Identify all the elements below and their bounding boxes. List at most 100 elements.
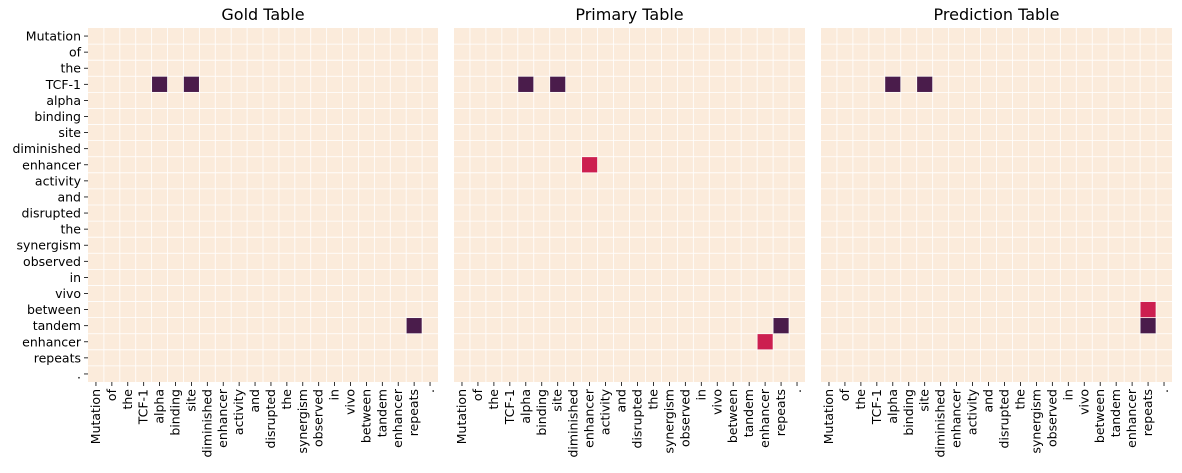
x-tick-label: between <box>358 389 373 443</box>
x-tick-label: synergism <box>661 389 676 454</box>
x-tick-label: enhancer <box>215 388 230 448</box>
x-tick-label: observed <box>1044 389 1059 447</box>
heatmap-cell-label-1 <box>183 76 199 92</box>
x-tick-label: . <box>1156 389 1171 393</box>
x-tick-label: between <box>725 389 740 443</box>
x-tick-label: enhancer <box>390 388 405 448</box>
x-tick-label: synergism <box>1028 389 1043 454</box>
x-tick-label: repeats <box>406 389 421 436</box>
y-tick-label: site <box>58 125 81 140</box>
x-tick-label: disrupted <box>996 389 1011 448</box>
x-tick-label: of <box>470 388 485 401</box>
x-tick-label: Mutation <box>454 389 469 444</box>
x-tick-label: diminished <box>933 389 948 458</box>
x-tick-label: site <box>183 389 198 412</box>
heatmap-cell-label-1 <box>773 318 789 334</box>
x-tick-label: observed <box>311 389 326 447</box>
x-tick-label: binding <box>534 389 549 436</box>
x-tick-label: activity <box>965 388 980 435</box>
x-tick-label: the <box>645 389 660 410</box>
y-tick-label: synergism <box>16 238 81 253</box>
heatmap-cell-label-1 <box>518 76 534 92</box>
x-tick-label: binding <box>168 389 183 436</box>
x-tick-label: site <box>917 389 932 412</box>
x-tick-label: vivo <box>709 389 724 415</box>
y-tick-label: tandem <box>33 318 81 333</box>
y-tick-label: in <box>70 270 81 285</box>
x-tick-label: of <box>104 388 119 401</box>
y-tick-label: activity <box>35 173 82 188</box>
x-tick-label: vivo <box>1076 389 1091 415</box>
heatmap-cell-label-1 <box>406 318 422 334</box>
heatmap-cell-label-1 <box>152 76 168 92</box>
x-tick-label: synergism <box>295 389 310 454</box>
x-tick-label: tandem <box>741 389 756 437</box>
y-tick-label: the <box>60 61 81 76</box>
x-tick-label: tandem <box>1108 389 1123 437</box>
y-tick-label: TCF-1 <box>45 77 81 92</box>
x-tick-label: between <box>1092 389 1107 443</box>
y-tick-label: Mutation <box>26 29 81 44</box>
heatmap-cell-label-1 <box>917 76 933 92</box>
heatmap-cell-label-2 <box>1140 301 1156 318</box>
x-tick-label: alpha <box>885 389 900 424</box>
y-tick-label: and <box>57 189 81 204</box>
x-tick-label: enhancer <box>582 388 597 448</box>
x-tick-label: in <box>1060 389 1075 400</box>
heatmap-cell-label-2 <box>757 334 773 350</box>
y-tick-label: disrupted <box>22 206 81 221</box>
x-tick-label: the <box>1012 389 1027 410</box>
x-tick-label: vivo <box>343 389 358 415</box>
y-tick-label: observed <box>23 254 81 269</box>
x-tick-label: disrupted <box>263 389 278 448</box>
x-tick-label: enhancer <box>949 388 964 448</box>
x-tick-label: Mutation <box>821 389 836 444</box>
y-tick-label: diminished <box>12 141 81 156</box>
prediction-table-panel: Prediction Table Mutation of the TCF-1 alpha… <box>821 5 1172 458</box>
x-tick-label: and <box>981 389 996 413</box>
y-tick-label: the <box>60 222 81 237</box>
x-tick-label: diminished <box>566 389 581 458</box>
y-tick-label: vivo <box>55 286 81 301</box>
x-tick-label: the <box>853 389 868 410</box>
y-tick-label: of <box>69 45 82 60</box>
heatmap-cell-label-1 <box>885 76 901 92</box>
x-tick-label: diminished <box>199 389 214 458</box>
primary-table-title: Primary Table <box>575 5 683 24</box>
primary-table-panel: Primary Table Mutation of the TCF-1 alpha bin… <box>454 5 805 458</box>
y-tick-label: repeats <box>34 350 81 365</box>
gold-table-title: Gold Table <box>221 5 304 24</box>
x-tick-label: TCF-1 <box>136 389 151 425</box>
y-tick-label: binding <box>34 109 81 124</box>
x-tick-label: the <box>486 389 501 410</box>
x-tick-label: enhancer <box>757 388 772 448</box>
x-tick-label: activity <box>231 388 246 435</box>
y-tick-label: alpha <box>46 93 81 108</box>
x-tick-label: and <box>247 389 262 413</box>
x-tick-label: tandem <box>374 389 389 437</box>
x-tick-label: enhancer <box>1124 388 1139 448</box>
x-tick-label: binding <box>901 389 916 436</box>
heatmap-cell-label-1 <box>550 76 566 92</box>
x-tick-label: alpha <box>518 389 533 424</box>
x-tick-label: the <box>279 389 294 410</box>
x-tick-label: repeats <box>773 389 788 436</box>
x-tick-label: the <box>120 389 135 410</box>
y-tick-label: . <box>77 366 81 381</box>
x-tick-label: disrupted <box>629 389 644 448</box>
prediction-table-title: Prediction Table <box>934 5 1060 24</box>
x-tick-label: . <box>422 389 437 393</box>
y-tick-label: enhancer <box>22 157 82 172</box>
x-tick-label: repeats <box>1140 389 1155 436</box>
x-tick-label: and <box>614 389 629 413</box>
heatmap-cell-label-1 <box>1140 318 1156 334</box>
x-tick-label: Mutation <box>88 389 103 444</box>
x-tick-label: . <box>789 389 804 393</box>
x-tick-label: observed <box>677 389 692 447</box>
y-tick-label: enhancer <box>22 334 82 349</box>
x-tick-label: of <box>837 388 852 401</box>
x-tick-label: in <box>327 389 342 400</box>
y-tick-label: between <box>27 302 81 317</box>
x-tick-label: activity <box>598 388 613 435</box>
